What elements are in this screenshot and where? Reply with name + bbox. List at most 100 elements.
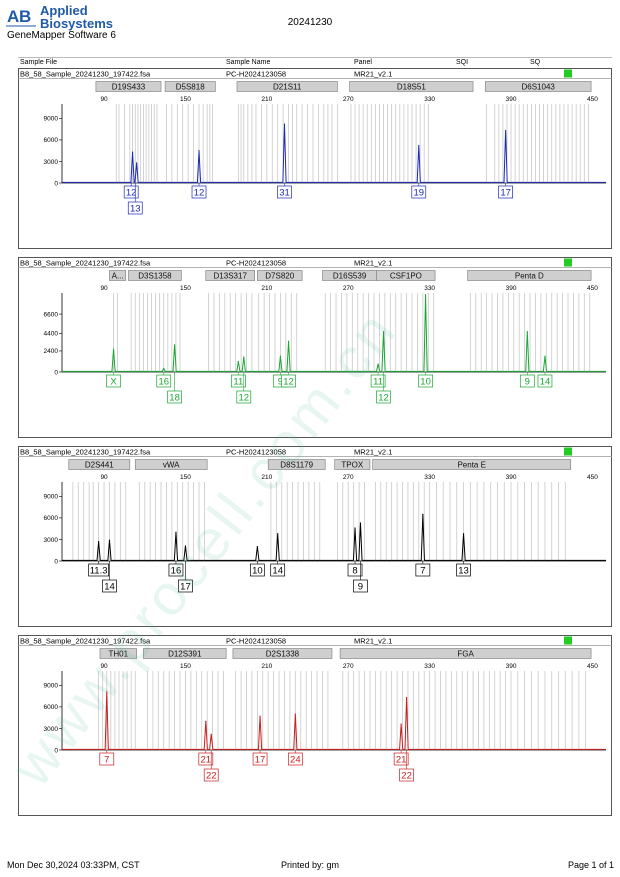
panel-frame — [18, 68, 612, 249]
allele-call-box[interactable] — [347, 563, 363, 577]
marker-bar[interactable] — [236, 81, 338, 92]
peak-apex[interactable] — [237, 360, 239, 363]
peak-apex[interactable] — [108, 539, 111, 541]
marker-bar[interactable] — [334, 459, 371, 470]
peak-apex[interactable] — [418, 145, 420, 147]
peak-apex[interactable] — [294, 713, 296, 715]
allele-call-box[interactable] — [415, 563, 431, 577]
marker-bar[interactable] — [109, 270, 127, 281]
allele-call-box[interactable] — [287, 752, 303, 766]
peak-apex[interactable] — [287, 340, 290, 342]
allele-call-box[interactable] — [231, 374, 246, 388]
allele-call-box[interactable] — [252, 752, 268, 766]
marker-bar[interactable] — [232, 648, 333, 659]
allele-call-box[interactable] — [236, 390, 252, 404]
allele-call-box[interactable] — [537, 374, 553, 388]
sample-name: PC-H2024123058 — [226, 448, 286, 457]
peak-apex[interactable] — [424, 294, 427, 296]
y-tick-label: 3000 — [44, 537, 59, 544]
peak-apex[interactable] — [112, 348, 115, 350]
allele-call-label: 12 — [378, 393, 389, 404]
x-tick-label: 270 — [343, 474, 354, 481]
allele-call-label: 31 — [279, 188, 290, 199]
allele-call-box[interactable] — [270, 563, 286, 577]
marker-bar[interactable] — [372, 459, 572, 470]
marker-bar[interactable] — [143, 648, 227, 659]
peak-apex[interactable] — [526, 331, 528, 333]
allele-call-box[interactable] — [281, 374, 296, 388]
allele-call-box[interactable] — [203, 768, 219, 782]
peak-apex[interactable] — [184, 545, 187, 547]
peak-apex[interactable] — [462, 533, 465, 535]
allele-call-box[interactable] — [168, 563, 184, 577]
marker-bar[interactable] — [164, 81, 216, 92]
peak-apex[interactable] — [544, 355, 546, 357]
marker-bar[interactable] — [95, 81, 162, 92]
allele-call-box[interactable] — [123, 185, 139, 199]
allele-call-box[interactable] — [399, 768, 414, 782]
marker-bar[interactable] — [128, 270, 182, 281]
allele-call-box[interactable] — [88, 563, 109, 577]
peak-apex[interactable] — [106, 691, 108, 693]
peak-apex[interactable] — [359, 522, 362, 524]
peak-apex[interactable] — [256, 546, 258, 548]
y-tick-label: 9000 — [44, 494, 59, 501]
peak-apex[interactable] — [283, 123, 286, 125]
allele-call-box[interactable] — [277, 185, 292, 199]
peak-apex[interactable] — [377, 363, 379, 365]
marker-bar[interactable] — [68, 459, 131, 470]
peak-apex[interactable] — [422, 513, 424, 515]
allele-call-box[interactable] — [156, 374, 172, 388]
marker-bar[interactable] — [134, 459, 208, 470]
peak-apex[interactable] — [243, 356, 245, 358]
peak-apex[interactable] — [173, 344, 176, 346]
peak-apex[interactable] — [131, 151, 134, 153]
peak-apex[interactable] — [198, 150, 200, 152]
peak-apex[interactable] — [405, 696, 408, 699]
marker-bar[interactable] — [257, 270, 303, 281]
marker-bar[interactable] — [349, 81, 474, 92]
marker-bar[interactable] — [467, 270, 592, 281]
peak-apex[interactable] — [279, 355, 282, 357]
allele-call-box[interactable] — [376, 390, 391, 404]
marker-bar[interactable] — [99, 648, 137, 659]
peak-apex[interactable] — [163, 367, 165, 370]
peak-apex[interactable] — [259, 715, 261, 717]
allele-call-box[interactable] — [353, 579, 368, 593]
allele-call-box[interactable] — [393, 752, 409, 766]
peak-apex[interactable] — [400, 723, 402, 725]
x-tick-label: 330 — [424, 96, 435, 103]
marker-bar[interactable] — [484, 81, 592, 92]
marker-bar[interactable] — [205, 270, 255, 281]
allele-call-box[interactable] — [106, 374, 121, 388]
allele-call-box[interactable] — [456, 563, 471, 577]
peak-apex[interactable] — [175, 531, 177, 533]
sample-name: PC-H2024123058 — [226, 637, 286, 646]
marker-bar[interactable] — [267, 459, 326, 470]
marker-bar[interactable] — [339, 648, 592, 659]
peak-apex[interactable] — [136, 162, 138, 164]
peak-apex[interactable] — [354, 527, 356, 529]
allele-call-box[interactable] — [411, 185, 427, 199]
col-sqi: SQI — [456, 59, 469, 66]
peak-apex[interactable] — [505, 129, 507, 132]
allele-call-box[interactable] — [250, 563, 265, 577]
allele-call-box[interactable] — [198, 752, 214, 766]
allele-call-box[interactable] — [99, 752, 115, 766]
allele-call-label: 9 — [278, 377, 283, 388]
peak-apex[interactable] — [210, 733, 212, 735]
peak-apex[interactable] — [205, 720, 207, 722]
allele-call-box[interactable] — [127, 201, 143, 215]
allele-call-box[interactable] — [102, 579, 117, 593]
allele-call-box[interactable] — [167, 390, 182, 404]
allele-call-box[interactable] — [519, 374, 535, 388]
allele-call-box[interactable] — [498, 185, 513, 199]
allele-call-box[interactable] — [418, 374, 433, 388]
allele-call-box[interactable] — [370, 374, 386, 388]
peak-apex[interactable] — [98, 541, 100, 543]
peak-apex[interactable] — [382, 331, 385, 333]
allele-call-box[interactable] — [191, 185, 207, 199]
peak-apex[interactable] — [277, 533, 279, 535]
marker-bar[interactable] — [376, 270, 436, 281]
allele-call-box[interactable] — [178, 579, 193, 593]
